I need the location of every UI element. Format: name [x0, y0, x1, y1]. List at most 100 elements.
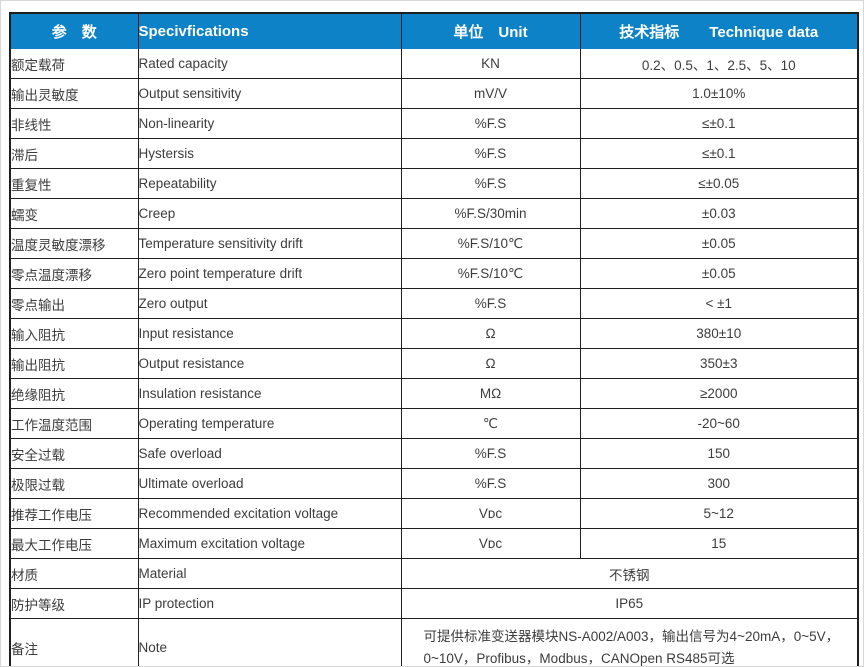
- parameter-name-en: Safe overload: [137, 438, 402, 469]
- parameter-name-en: Insulation resistance: [137, 378, 402, 409]
- parameter-name-en: Creep: [137, 198, 402, 229]
- merged-value-cell: IP65: [400, 588, 859, 619]
- value-cell: 300: [579, 468, 859, 499]
- parameter-name-en: Operating temperature: [137, 408, 402, 439]
- parameter-name-en: Recommended excitation voltage: [137, 498, 402, 529]
- table-row: 安全过载 Safe overload %F.S 150: [9, 438, 859, 469]
- parameter-name-cn: 推荐工作电压: [9, 498, 139, 529]
- parameter-name-en: Output resistance: [137, 348, 402, 379]
- value-cell: 0.2、0.5、1、2.5、5、10: [579, 49, 859, 79]
- parameter-name-cn: 最大工作电压: [9, 528, 139, 559]
- unit-cell: Vᴅᴄ: [400, 528, 581, 559]
- parameter-name-en: Input resistance: [137, 318, 402, 349]
- value-cell: 150: [579, 438, 859, 469]
- table-row: 材质 Material 不锈钢: [9, 558, 859, 589]
- table-row: 绝缘阻抗 Insulation resistance MΩ ≥2000: [9, 378, 859, 409]
- merged-value-cell: 可提供标准变送器模块NS-A002/A003，输出信号为4~20mA，0~5V，…: [400, 618, 859, 666]
- value-cell: 1.0±10%: [579, 78, 859, 109]
- parameter-name-en: IP protection: [137, 588, 402, 619]
- parameter-name-cn: 输入阻抗: [9, 318, 139, 349]
- table-row: 输出灵敏度 Output sensitivity mV/V 1.0±10%: [9, 78, 859, 109]
- value-cell: ±0.03: [579, 198, 859, 229]
- table-row: 极限过载 Ultimate overload %F.S 300: [9, 468, 859, 499]
- unit-cell: %F.S: [400, 468, 581, 499]
- parameter-name-en: Repeatability: [137, 168, 402, 199]
- table-row: 额定载荷 Rated capacity KN 0.2、0.5、1、2.5、5、10: [9, 49, 859, 79]
- parameter-name-cn: 防护等级: [9, 588, 139, 619]
- table-row: 推荐工作电压 Recommended excitation voltage Vᴅᴄ 5…: [9, 498, 859, 529]
- parameter-name-en: Rated capacity: [137, 49, 402, 79]
- parameter-name-cn: 极限过载: [9, 468, 139, 499]
- header-row: 参 数 Specivfications 单位 Unit 技术指标 Techniq…: [9, 13, 859, 49]
- parameter-name-cn: 零点温度漂移: [9, 258, 139, 289]
- parameter-name-cn: 蠕变: [9, 198, 139, 229]
- parameter-name-cn: 零点输出: [9, 288, 139, 319]
- specification-table: 参 数 Specivfications 单位 Unit 技术指标 Techniq…: [9, 12, 859, 666]
- table-row: 零点输出 Zero output %F.S < ±1: [9, 288, 859, 319]
- parameter-name-en: Output sensitivity: [137, 78, 402, 109]
- header-specifications: Specivfications: [137, 13, 402, 49]
- parameter-name-cn: 非线性: [9, 108, 139, 139]
- table-row: 非线性 Non-linearity %F.S ≤±0.1: [9, 108, 859, 139]
- value-cell: ±0.05: [579, 228, 859, 259]
- table-row: 重复性 Repeatability %F.S ≤±0.05: [9, 168, 859, 199]
- parameter-name-cn: 工作温度范围: [9, 408, 139, 439]
- parameter-name-cn: 安全过载: [9, 438, 139, 469]
- header-parameter: 参 数: [9, 13, 139, 49]
- parameter-name-en: Material: [137, 558, 402, 589]
- parameter-name-cn: 绝缘阻抗: [9, 378, 139, 409]
- parameter-name-cn: 备注: [9, 618, 139, 666]
- unit-cell: %F.S: [400, 288, 581, 319]
- parameter-name-en: Maximum excitation voltage: [137, 528, 402, 559]
- unit-cell: mV/V: [400, 78, 581, 109]
- value-cell: ≤±0.1: [579, 138, 859, 169]
- header-unit: 单位 Unit: [400, 13, 581, 49]
- unit-cell: %F.S: [400, 108, 581, 139]
- parameter-name-cn: 输出阻抗: [9, 348, 139, 379]
- value-cell: 380±10: [579, 318, 859, 349]
- unit-cell: %F.S: [400, 168, 581, 199]
- value-cell: < ±1: [579, 288, 859, 319]
- value-cell: -20~60: [579, 408, 859, 439]
- table-row: 滞后 Hystersis %F.S ≤±0.1: [9, 138, 859, 169]
- parameter-name-en: Temperature sensitivity drift: [137, 228, 402, 259]
- table-row: 备注 Note 可提供标准变送器模块NS-A002/A003，输出信号为4~20mA…: [9, 618, 859, 666]
- unit-cell: %F.S/10℃: [400, 228, 581, 259]
- parameter-name-cn: 材质: [9, 558, 139, 589]
- unit-cell: ℃: [400, 408, 581, 439]
- parameter-name-cn: 滞后: [9, 138, 139, 169]
- table-row: 工作温度范围 Operating temperature ℃ -20~60: [9, 408, 859, 439]
- value-cell: ±0.05: [579, 258, 859, 289]
- unit-cell: %F.S: [400, 438, 581, 469]
- unit-cell: %F.S/10℃: [400, 258, 581, 289]
- table-row: 输入阻抗 Input resistance Ω 380±10: [9, 318, 859, 349]
- value-cell: 15: [579, 528, 859, 559]
- value-cell: ≤±0.1: [579, 108, 859, 139]
- value-cell: ≥2000: [579, 378, 859, 409]
- parameter-name-cn: 额定载荷: [9, 49, 139, 79]
- parameter-name-en: Zero output: [137, 288, 402, 319]
- spec-table-body: 额定载荷 Rated capacity KN 0.2、0.5、1、2.5、5、10 输出…: [9, 49, 859, 666]
- parameter-name-cn: 重复性: [9, 168, 139, 199]
- unit-cell: Vᴅᴄ: [400, 498, 581, 529]
- unit-cell: Ω: [400, 318, 581, 349]
- unit-cell: KN: [400, 49, 581, 79]
- table-header: 参 数 Specivfications 单位 Unit 技术指标 Techniq…: [9, 13, 859, 49]
- table-row: 防护等级 IP protection IP65: [9, 588, 859, 619]
- table-row: 零点温度漂移 Zero point temperature drift %F.S/1…: [9, 258, 859, 289]
- table-row: 最大工作电压 Maximum excitation voltage Vᴅᴄ 15: [9, 528, 859, 559]
- unit-cell: %F.S/30min: [400, 198, 581, 229]
- parameter-name-en: Non-linearity: [137, 108, 402, 139]
- unit-cell: MΩ: [400, 378, 581, 409]
- merged-value-cell: 不锈钢: [400, 558, 859, 589]
- value-cell: 5~12: [579, 498, 859, 529]
- parameter-name-en: Hystersis: [137, 138, 402, 169]
- parameter-name-cn: 温度灵敏度漂移: [9, 228, 139, 259]
- parameter-name-en: Note: [137, 618, 402, 666]
- table-row: 蠕变 Creep %F.S/30min ±0.03: [9, 198, 859, 229]
- table-row: 输出阻抗 Output resistance Ω 350±3: [9, 348, 859, 379]
- table-row: 温度灵敏度漂移 Temperature sensitivity drift %F.S…: [9, 228, 859, 259]
- value-cell: 350±3: [579, 348, 859, 379]
- unit-cell: %F.S: [400, 138, 581, 169]
